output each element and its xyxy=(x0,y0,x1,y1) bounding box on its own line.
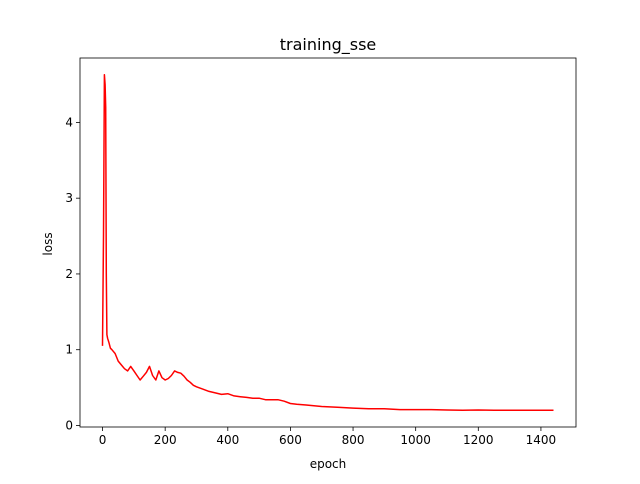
x-tick-label: 1400 xyxy=(526,433,557,447)
y-tick-label: 2 xyxy=(65,267,73,281)
x-axis-label: epoch xyxy=(310,457,347,471)
y-tick-label: 3 xyxy=(65,191,73,205)
x-tick-label: 400 xyxy=(216,433,239,447)
x-tick-label: 600 xyxy=(279,433,302,447)
plot-frame xyxy=(79,57,577,428)
x-tick-label: 0 xyxy=(99,433,107,447)
series-line-0 xyxy=(101,73,554,412)
axes-layer: 0 200 400 600 800 1000 1200 1400 0 1 2 3 4 xyxy=(65,57,577,447)
x-tick-label: 1000 xyxy=(400,433,431,447)
y-tick-label: 1 xyxy=(65,343,73,357)
y-tick-label: 0 xyxy=(65,418,73,432)
x-tick-label: 1200 xyxy=(463,433,494,447)
series-layer xyxy=(101,73,554,412)
x-tick-label: 800 xyxy=(342,433,365,447)
chart-title: training_sse xyxy=(280,35,377,55)
y-axis-label: loss xyxy=(41,232,55,255)
x-tick-label: 200 xyxy=(154,433,177,447)
y-tick-label: 4 xyxy=(65,115,73,129)
